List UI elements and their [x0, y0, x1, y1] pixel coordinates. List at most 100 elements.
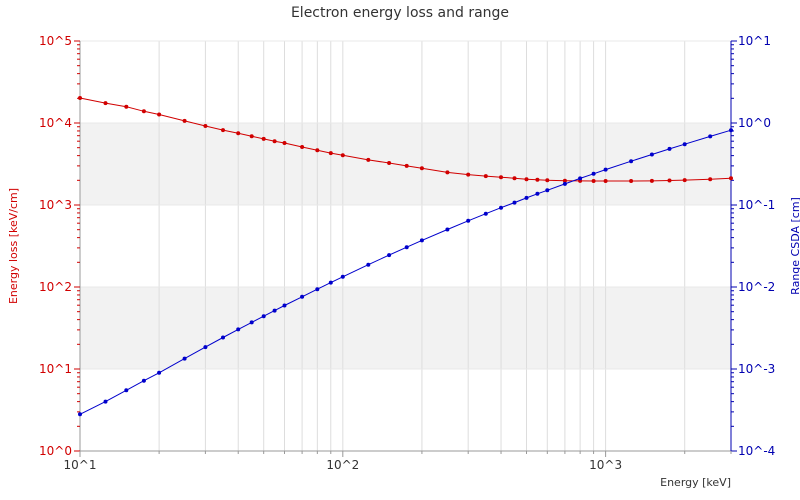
data-point: [182, 356, 187, 361]
data-point: [667, 146, 672, 151]
data-point: [603, 167, 608, 172]
y-left-tick-label: 10^3: [39, 198, 72, 212]
data-point: [649, 152, 654, 157]
x-tick-label: 10^3: [589, 458, 622, 472]
data-point: [729, 128, 733, 133]
data-point: [578, 176, 583, 181]
data-point: [124, 104, 129, 109]
data-point: [545, 188, 550, 193]
data-point: [203, 345, 208, 350]
data-point: [499, 175, 503, 180]
data-point: [466, 218, 471, 223]
x-tick-label: 10^2: [326, 458, 359, 472]
y-left-tick-label: 10^5: [39, 34, 72, 48]
axes: [74, 40, 737, 457]
data-point: [141, 378, 146, 383]
data-point: [282, 303, 287, 308]
chart-title: Electron energy loss and range: [291, 5, 509, 21]
y-right-tick-label: 10^-1: [738, 198, 775, 212]
data-point: [203, 124, 208, 128]
tick-labels: 10^010^110^210^310^410^510^-410^-310^-21…: [39, 34, 775, 472]
y-right-axis-label: Range CSDA [cm]: [789, 197, 800, 295]
data-point: [708, 177, 713, 182]
data-point: [483, 174, 488, 179]
data-point: [157, 112, 162, 117]
data-point: [157, 370, 162, 375]
data-point: [649, 178, 654, 183]
data-point: [315, 148, 320, 153]
y-right-tick-label: 10^-3: [738, 362, 775, 376]
background-band: [80, 287, 731, 369]
data-point: [300, 294, 305, 299]
data-point: [629, 179, 634, 183]
data-point: [499, 205, 503, 210]
y-left-tick-label: 10^0: [39, 444, 72, 458]
y-right-tick-label: 10^0: [738, 116, 771, 130]
data-point: [512, 176, 517, 181]
x-tick-label: 10^1: [64, 458, 97, 472]
data-point: [483, 211, 488, 216]
y-left-tick-label: 10^2: [39, 280, 72, 294]
data-point: [387, 253, 392, 258]
data-point: [315, 287, 320, 292]
data-point: [366, 157, 371, 162]
data-point: [78, 96, 82, 100]
data-point: [667, 178, 672, 183]
data-point: [78, 412, 82, 417]
data-point: [249, 320, 254, 325]
data-point: [282, 141, 287, 145]
data-point: [261, 136, 266, 141]
data-point: [261, 314, 266, 319]
data-point: [603, 179, 608, 183]
data-point: [535, 191, 540, 196]
data-point: [124, 388, 129, 393]
data-point: [562, 178, 567, 183]
data-point: [103, 399, 108, 404]
y-right-tick-label: 10^1: [738, 34, 771, 48]
data-point: [387, 161, 392, 165]
data-point: [103, 101, 108, 106]
data-point: [419, 238, 424, 243]
y-right-tick-label: 10^-2: [738, 280, 775, 294]
data-point: [340, 153, 345, 158]
data-point: [328, 280, 333, 285]
data-point: [236, 131, 241, 136]
data-point: [591, 171, 596, 176]
data-point: [340, 274, 345, 279]
data-point: [445, 170, 450, 175]
data-point: [682, 178, 687, 183]
x-axis-label: Energy [keV]: [660, 476, 731, 489]
data-point: [141, 109, 146, 114]
data-point: [404, 163, 409, 168]
data-point: [419, 166, 424, 171]
background-band: [80, 123, 731, 205]
data-point: [182, 118, 187, 123]
data-point: [524, 177, 529, 182]
data-point: [445, 227, 450, 232]
data-point: [328, 151, 333, 156]
data-point: [272, 139, 277, 144]
data-point: [591, 179, 596, 183]
data-point: [629, 159, 634, 164]
data-point: [221, 335, 225, 340]
data-point: [545, 178, 550, 183]
data-point: [272, 308, 277, 313]
data-point: [524, 195, 529, 200]
data-point: [236, 327, 241, 332]
data-point: [512, 200, 517, 205]
gridlines: [80, 40, 732, 452]
data-point: [535, 177, 540, 182]
data-point: [708, 134, 713, 139]
y-right-tick-label: 10^-4: [738, 444, 775, 458]
y-left-tick-label: 10^4: [39, 116, 72, 130]
data-point: [404, 245, 409, 250]
data-point: [682, 142, 687, 147]
y-left-tick-label: 10^1: [39, 362, 72, 376]
data-point: [366, 262, 371, 267]
data-point: [300, 145, 305, 149]
data-point: [729, 176, 733, 181]
data-point: [221, 128, 225, 133]
y-left-axis-label: Energy loss [keV/cm]: [7, 188, 20, 304]
